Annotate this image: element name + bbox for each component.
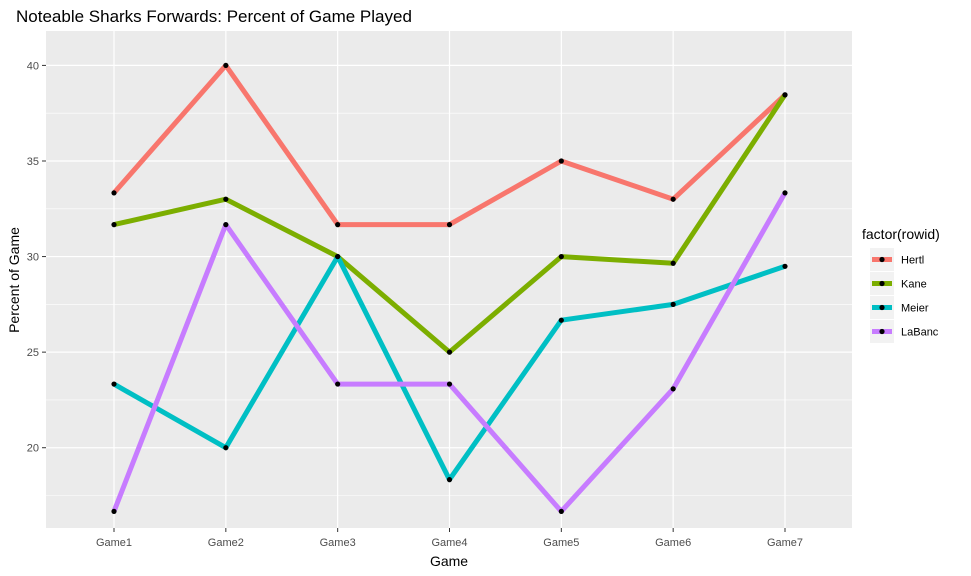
data-point-kane	[782, 92, 788, 98]
legend-label-kane: Kane	[901, 279, 927, 291]
y-tick-label: 35	[27, 156, 39, 168]
legend-label-labanc: LaBanc	[901, 327, 939, 339]
legend-point-meier	[879, 304, 885, 311]
data-point-hertl	[223, 62, 229, 69]
y-axis-title: Percent of Game	[6, 227, 22, 333]
legend-label-meier: Meier	[901, 303, 929, 315]
data-point-meier	[670, 301, 676, 307]
data-point-meier	[782, 263, 788, 269]
legend: factor(rowid) Hertl Kane Meier LaBanc	[862, 226, 940, 343]
data-point-labanc	[670, 386, 676, 392]
x-tick-label: Game3	[320, 537, 356, 549]
data-point-kane	[670, 260, 676, 266]
data-point-kane	[446, 349, 453, 355]
y-tick-label: 40	[27, 60, 39, 72]
data-point-hertl	[558, 158, 564, 164]
data-point-kane	[223, 196, 229, 202]
data-point-labanc	[558, 508, 564, 514]
legend-point-hertl	[879, 256, 885, 263]
x-tick-label: Game7	[767, 537, 803, 549]
legend-label-hertl: Hertl	[901, 255, 924, 267]
data-point-meier	[558, 317, 564, 323]
y-tick-label: 30	[27, 252, 39, 264]
data-point-labanc	[446, 381, 453, 387]
data-point-meier	[111, 381, 117, 387]
data-point-kane	[111, 222, 117, 228]
legend-point-labanc	[879, 328, 885, 335]
legend-title: factor(rowid)	[862, 226, 940, 242]
data-point-labanc	[335, 381, 341, 387]
x-tick-label: Game5	[543, 537, 579, 549]
data-point-meier	[446, 477, 453, 483]
y-tick-label: 20	[27, 443, 39, 455]
x-tick-label: Game4	[431, 537, 467, 549]
data-point-hertl	[335, 222, 341, 228]
data-point-labanc	[111, 508, 117, 514]
x-tick-label: Game1	[96, 537, 132, 549]
data-point-hertl	[111, 190, 117, 196]
data-point-hertl	[670, 196, 676, 202]
legend-point-kane	[879, 280, 885, 287]
x-tick-label: Game2	[208, 537, 244, 549]
data-point-hertl	[446, 222, 453, 228]
data-point-kane	[558, 253, 564, 260]
y-tick-label: 25	[27, 347, 39, 359]
chart-title: Noteable Sharks Forwards: Percent of Gam…	[16, 7, 412, 26]
series-points	[111, 62, 788, 514]
data-point-meier	[335, 253, 341, 260]
data-point-meier	[223, 445, 229, 451]
x-axis-ticks: Game1 Game2 Game3 Game4 Game5 Game6 Game7	[96, 528, 803, 549]
y-axis-ticks: 20 25 30 35 40	[27, 60, 46, 455]
x-axis-title: Game	[430, 553, 468, 569]
major-gridlines	[46, 31, 852, 528]
data-point-labanc	[782, 190, 788, 196]
x-tick-label: Game6	[655, 537, 691, 549]
data-point-labanc	[223, 222, 229, 228]
